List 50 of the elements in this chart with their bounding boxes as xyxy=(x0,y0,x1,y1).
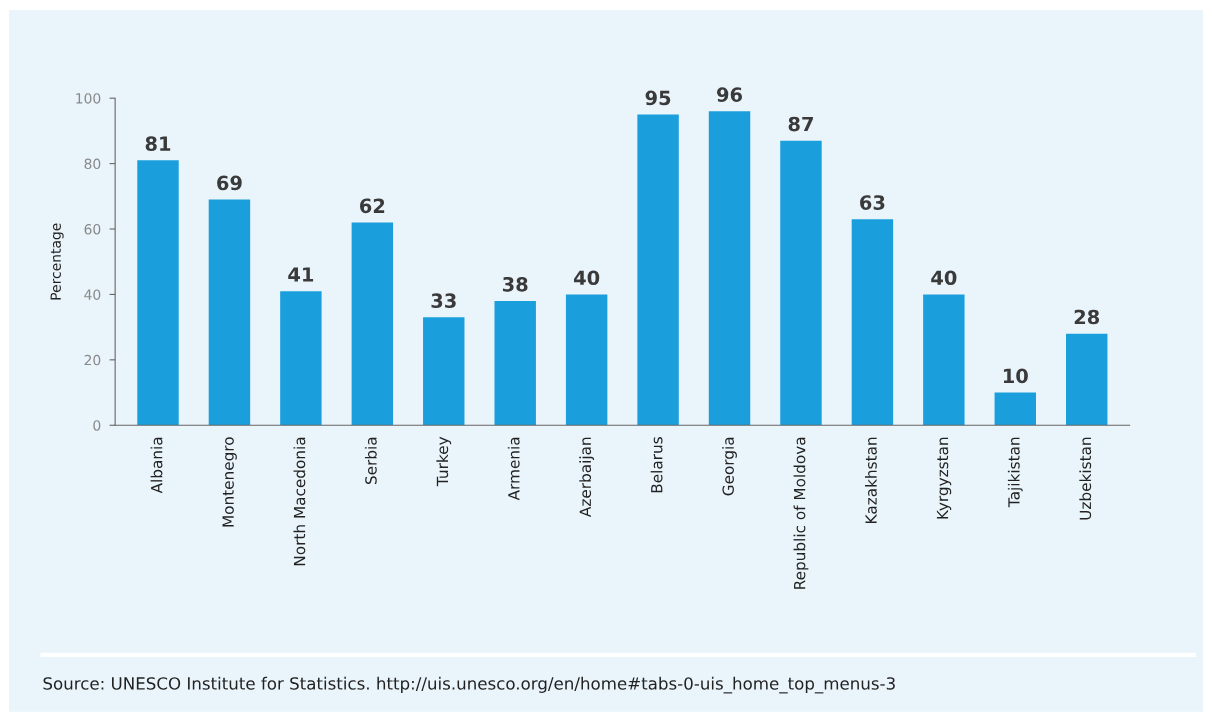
y-tick-label: 60 xyxy=(84,223,101,235)
data-label: 40 xyxy=(931,270,957,286)
data-label: 33 xyxy=(431,293,456,308)
y-tick-label: 40 xyxy=(84,289,101,300)
y-axis-title: Percentage xyxy=(50,223,64,300)
bar xyxy=(994,392,1036,426)
bar xyxy=(923,294,965,426)
bar xyxy=(494,300,536,426)
bar xyxy=(208,199,251,426)
bar xyxy=(423,317,465,426)
data-label: 38 xyxy=(502,276,528,292)
y-tick-label: 80 xyxy=(84,158,101,170)
bar xyxy=(137,160,179,426)
data-label: 40 xyxy=(573,270,600,286)
x-tick-label: Montenegro xyxy=(222,437,237,527)
bar xyxy=(780,140,822,426)
x-tick-label: Republic of Moldova xyxy=(793,437,809,589)
x-tick-label: Kyrgyzstan xyxy=(936,437,952,519)
data-label: 41 xyxy=(288,267,314,282)
y-tick-label: 100 xyxy=(76,93,101,104)
data-label: 87 xyxy=(788,116,813,132)
data-label: 81 xyxy=(145,136,171,152)
data-label: 96 xyxy=(717,87,743,102)
x-tick-label: North Macedonia xyxy=(293,437,306,566)
bar xyxy=(637,114,679,426)
data-label: 69 xyxy=(217,175,242,191)
y-tick-label: 0 xyxy=(93,420,101,431)
x-tick-label: Serbia xyxy=(364,437,377,485)
x-tick-label: Kazakhstan xyxy=(865,437,877,523)
x-tick-label: Armenia xyxy=(507,437,520,501)
bar xyxy=(708,111,751,426)
bar xyxy=(1066,333,1108,426)
data-label: 95 xyxy=(645,90,671,106)
bar xyxy=(280,291,322,426)
y-tick-label: 20 xyxy=(84,354,101,366)
x-tick-label: Albania xyxy=(150,437,163,494)
data-label: 62 xyxy=(360,198,385,214)
bar xyxy=(851,219,894,426)
data-label: 10 xyxy=(1003,368,1028,384)
data-label: 63 xyxy=(860,195,885,210)
x-tick-label: Azerbaijan xyxy=(579,437,595,517)
x-tick-label: Georgia xyxy=(722,437,737,496)
data-label: 28 xyxy=(1074,309,1100,325)
x-tick-label: Uzbekistan xyxy=(1079,437,1092,520)
x-tick-label: Belarus xyxy=(650,437,663,493)
x-tick-label: Turkey xyxy=(436,436,452,487)
bar xyxy=(351,222,394,426)
source-note: Source: UNESCO Institute for Statistics. http://uis.unesco.org/en/home#tabs-0-uis_home_top_menus-3 xyxy=(43,676,895,694)
bar xyxy=(565,294,608,426)
x-tick-label: Tajikistan xyxy=(1007,437,1023,508)
